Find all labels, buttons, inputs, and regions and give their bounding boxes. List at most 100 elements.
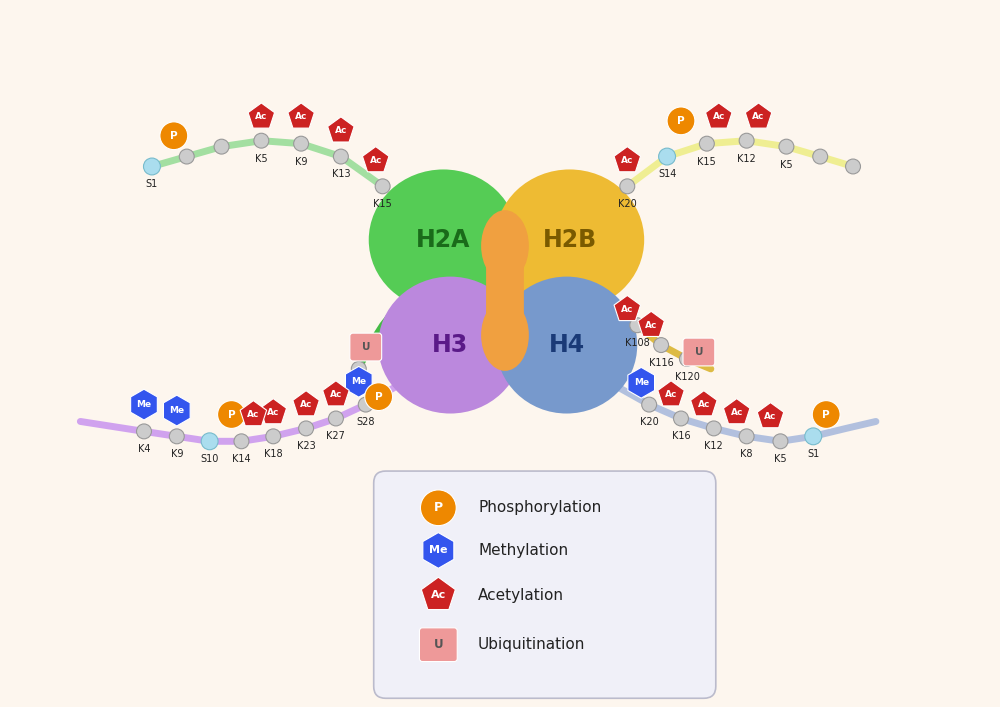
Ellipse shape <box>495 170 644 310</box>
Circle shape <box>699 136 714 151</box>
Polygon shape <box>163 395 190 426</box>
Text: K9: K9 <box>171 449 183 460</box>
Text: Ac: Ac <box>431 590 446 600</box>
Text: Me: Me <box>351 378 366 386</box>
Text: K4: K4 <box>138 444 150 455</box>
Text: P: P <box>170 131 178 141</box>
Polygon shape <box>131 390 157 420</box>
Text: K119: K119 <box>346 382 371 392</box>
Text: Ac: Ac <box>713 112 725 122</box>
Text: K9: K9 <box>295 156 307 167</box>
FancyBboxPatch shape <box>419 628 457 662</box>
Ellipse shape <box>378 276 522 414</box>
Polygon shape <box>745 103 772 128</box>
Text: Ac: Ac <box>665 390 677 399</box>
Circle shape <box>234 434 249 449</box>
Circle shape <box>201 433 218 450</box>
Text: K20: K20 <box>640 418 659 428</box>
Circle shape <box>143 158 160 175</box>
Text: Ac: Ac <box>645 321 657 329</box>
Circle shape <box>137 424 151 439</box>
Circle shape <box>169 429 184 444</box>
Circle shape <box>630 317 645 333</box>
Polygon shape <box>323 381 349 406</box>
Ellipse shape <box>481 210 529 281</box>
Polygon shape <box>691 391 717 416</box>
Polygon shape <box>706 103 732 128</box>
Polygon shape <box>362 146 389 172</box>
Text: P: P <box>228 409 235 419</box>
Polygon shape <box>248 103 275 128</box>
Polygon shape <box>423 532 454 568</box>
Text: Methylation: Methylation <box>478 543 568 558</box>
Text: K15: K15 <box>373 199 392 209</box>
Polygon shape <box>293 391 319 416</box>
Text: K27: K27 <box>326 431 345 441</box>
Text: Ac: Ac <box>300 400 312 409</box>
Text: P: P <box>822 409 830 419</box>
Text: Ubiquitination: Ubiquitination <box>478 637 585 652</box>
Polygon shape <box>723 399 750 423</box>
Circle shape <box>294 136 309 151</box>
Text: P: P <box>677 116 685 126</box>
Text: S10: S10 <box>200 454 219 464</box>
Text: Me: Me <box>634 378 649 387</box>
Circle shape <box>218 401 245 428</box>
Text: H2A: H2A <box>416 228 471 252</box>
Text: P: P <box>375 392 382 402</box>
Circle shape <box>358 397 373 412</box>
Circle shape <box>299 421 314 436</box>
Text: Me: Me <box>136 400 152 409</box>
Text: P: P <box>434 501 443 514</box>
Text: K14: K14 <box>232 454 251 464</box>
Text: Ac: Ac <box>370 156 382 165</box>
Polygon shape <box>658 381 684 406</box>
Circle shape <box>674 411 688 426</box>
Polygon shape <box>240 401 267 426</box>
Text: S14: S14 <box>658 170 676 180</box>
Circle shape <box>813 149 828 164</box>
Text: Ac: Ac <box>764 412 777 421</box>
Circle shape <box>365 382 393 411</box>
FancyBboxPatch shape <box>350 333 382 361</box>
Circle shape <box>706 421 721 436</box>
Text: Ac: Ac <box>621 305 633 314</box>
Text: Ac: Ac <box>698 400 710 409</box>
Text: K13: K13 <box>332 170 350 180</box>
Text: K23: K23 <box>297 441 315 451</box>
Text: K15: K15 <box>697 156 716 167</box>
Text: Ac: Ac <box>752 112 765 122</box>
Circle shape <box>254 133 269 148</box>
Text: Ac: Ac <box>295 112 307 122</box>
FancyBboxPatch shape <box>486 239 524 330</box>
Text: Acetylation: Acetylation <box>478 588 564 602</box>
Circle shape <box>805 428 822 445</box>
Polygon shape <box>614 296 641 320</box>
Circle shape <box>351 361 366 376</box>
Polygon shape <box>260 399 287 423</box>
Text: Ac: Ac <box>335 127 347 135</box>
Text: Me: Me <box>429 545 448 556</box>
Text: Ac: Ac <box>267 408 279 417</box>
Polygon shape <box>757 402 784 428</box>
Text: Ac: Ac <box>255 112 268 122</box>
Text: U: U <box>362 342 370 352</box>
Text: K5: K5 <box>774 454 787 464</box>
Text: S1: S1 <box>807 449 819 460</box>
Circle shape <box>679 351 694 366</box>
Circle shape <box>620 179 635 194</box>
Ellipse shape <box>481 300 529 371</box>
Text: H4: H4 <box>549 333 585 357</box>
Polygon shape <box>628 368 655 398</box>
Text: K5: K5 <box>780 160 793 170</box>
Text: K18: K18 <box>264 449 283 460</box>
Text: K120: K120 <box>675 372 699 382</box>
Text: U: U <box>434 638 443 651</box>
Circle shape <box>654 338 669 353</box>
Text: K8: K8 <box>740 449 753 460</box>
Text: Ac: Ac <box>330 390 342 399</box>
Circle shape <box>739 133 754 148</box>
Text: U: U <box>695 347 703 357</box>
Circle shape <box>846 159 860 174</box>
Text: H2B: H2B <box>543 228 597 252</box>
